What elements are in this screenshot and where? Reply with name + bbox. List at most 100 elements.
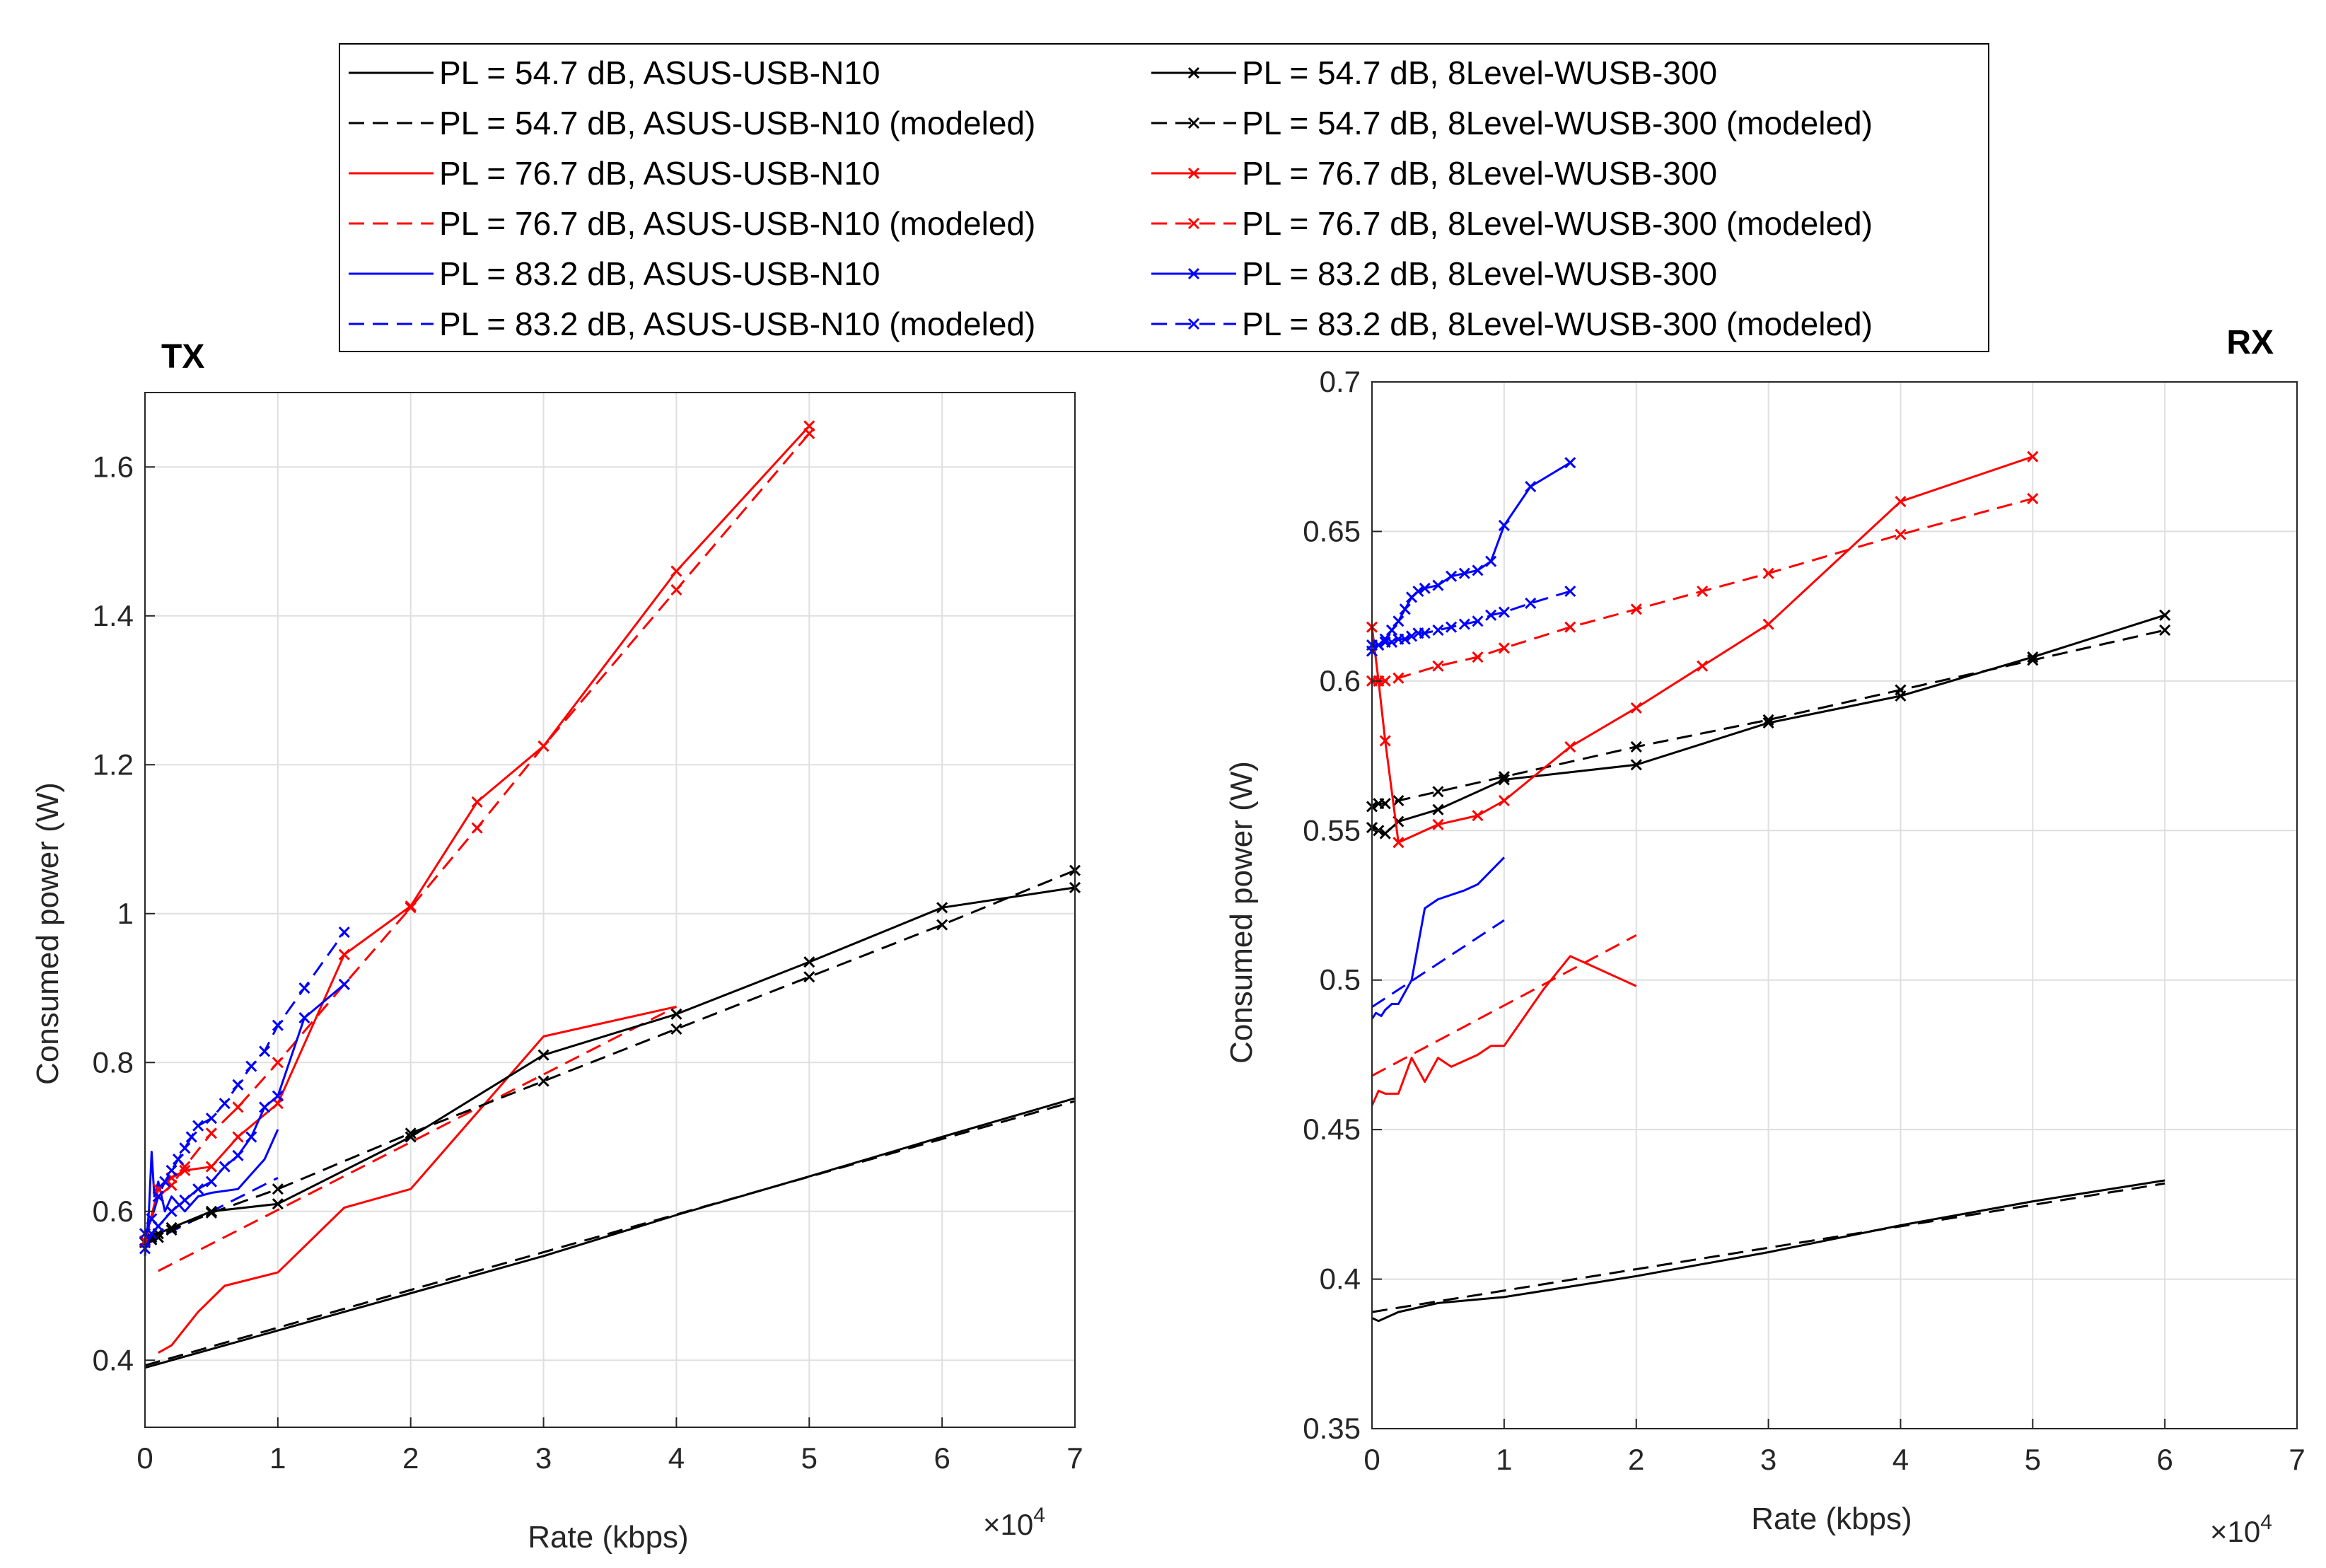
tx-point-e76m (405, 902, 417, 914)
legend-label-a83: PL = 83.2 dB, ASUS-USB-N10 (439, 255, 880, 292)
legend-entry-e76: PL = 76.7 dB, 8Level-WUSB-300 (1151, 155, 1717, 192)
tx-y-tick-label: 0.8 (93, 1045, 134, 1079)
rx-point-e83m (1446, 621, 1458, 633)
tx-point-e76m (165, 1179, 178, 1191)
rx-point-e76m (1564, 621, 1576, 633)
rx-point-e54m (1895, 684, 1907, 696)
tx-point-e83 (245, 1131, 257, 1143)
legend-items: PL = 54.7 dB, ASUS-USB-N10 PL = 54.7 dB, … (349, 54, 1873, 342)
rx-series-e83m (1366, 585, 1576, 651)
rx-point-e83 (1458, 567, 1470, 579)
tx-point-e83 (165, 1205, 178, 1217)
tx-series-e83 (139, 978, 350, 1255)
tx-point-e83 (192, 1183, 204, 1195)
rx-line-e54m (1371, 629, 2165, 808)
tx-point-e76m (537, 740, 549, 753)
tx-x-tick-label: 4 (668, 1441, 685, 1475)
rx-y-tick-label: 0.35 (1303, 1412, 1361, 1445)
rx-y-tick-label: 0.6 (1320, 664, 1361, 697)
tx-point-e83m (272, 1019, 284, 1031)
legend-marker-e83m (1187, 318, 1200, 330)
tx-point-e83m (205, 1113, 217, 1125)
tx-x-tick-label: 6 (934, 1441, 950, 1475)
tx-point-e54m (272, 1183, 284, 1195)
rx-point-e83 (1432, 579, 1444, 591)
rx-point-e83m (1399, 633, 1411, 645)
rx-series-a54 (1371, 1179, 2165, 1323)
rx-point-e76m (1498, 642, 1510, 654)
tx-point-e83 (338, 978, 350, 990)
tx-point-e83 (232, 1149, 244, 1161)
tx-point-e54m (165, 1224, 178, 1236)
rx-point-e83 (1564, 457, 1576, 469)
tx-chart: 0 1 2 3 4 5 6 7 0.4 0.6 0.8 1 1.2 1.4 1.6 TX Rate (kbp… (30, 338, 1083, 1555)
rx-x-tick-label: 4 (1892, 1443, 1909, 1476)
tx-point-e54m (152, 1231, 164, 1243)
tx-point-e54m (405, 1127, 417, 1139)
tx-point-e83m (159, 1175, 171, 1187)
tx-point-e54 (537, 1049, 549, 1061)
legend-marker-e54 (1187, 66, 1200, 79)
rx-x-exponent-base: ×10 (2210, 1515, 2260, 1548)
rx-point-e76 (1498, 794, 1510, 807)
tx-xlabel: Rate (kbps) (528, 1520, 688, 1555)
rx-point-e83m (1498, 606, 1510, 618)
legend-label-a76: PL = 76.7 dB, ASUS-USB-N10 (439, 155, 880, 192)
tx-point-e76 (338, 948, 350, 960)
tx-point-e54m (803, 971, 815, 983)
legend-label-e83m: PL = 83.2 dB, 8Level-WUSB-300 (modeled) (1242, 306, 1873, 342)
legend-label-a54: PL = 54.7 dB, ASUS-USB-N10 (439, 54, 880, 91)
rx-point-e76m (1432, 660, 1444, 672)
rx-series-a76m (1371, 934, 1637, 1077)
rx-point-e83m (1458, 618, 1470, 630)
rx-series (1366, 451, 2171, 1323)
rx-line-a54 (1371, 1179, 2165, 1323)
tx-y-tick-label: 1.6 (93, 450, 134, 483)
legend-label-a83m: PL = 83.2 dB, ASUS-USB-N10 (modeled) (439, 306, 1035, 342)
rx-point-e83m (1373, 639, 1385, 651)
legend-entry-a83: PL = 83.2 dB, ASUS-USB-N10 (349, 255, 880, 292)
tx-line-a76 (158, 1005, 677, 1354)
rx-point-e54m (1762, 714, 1774, 726)
tx-point-e76 (471, 796, 483, 808)
tx-point-e76 (179, 1164, 191, 1176)
tx-x-exponent: ×104 (983, 1504, 1045, 1541)
rx-y-tick-label: 0.65 (1303, 514, 1361, 547)
rx-point-e76 (1392, 837, 1405, 849)
tx-point-e76 (205, 1161, 217, 1173)
rx-line-a76 (1371, 955, 1637, 1106)
rx-point-e76m (1895, 528, 1907, 540)
rx-title: RX (2226, 324, 2274, 361)
rx-point-e54 (1630, 759, 1642, 771)
rx-series-e54 (1366, 609, 2171, 840)
rx-point-e83 (1392, 615, 1405, 627)
rx-point-e83 (1472, 564, 1484, 576)
tx-point-e54m (205, 1207, 217, 1219)
tx-y-tick-label: 0.6 (93, 1195, 134, 1228)
tx-series-a76m (158, 1005, 678, 1272)
rx-xlabel: Rate (kbps) (1751, 1502, 1912, 1536)
tx-series-a54 (144, 1097, 1076, 1369)
rx-ylabel: Consumed power (W) (1224, 761, 1259, 1064)
tx-point-e83m (146, 1213, 158, 1225)
tx-point-e83m (245, 1060, 257, 1072)
rx-axes-box (1371, 381, 2298, 1429)
rx-x-tick-label: 6 (2156, 1443, 2173, 1476)
rx-point-e76 (1564, 741, 1576, 753)
tx-point-e54 (803, 956, 815, 968)
legend-box (339, 43, 1989, 352)
rx-point-e83m (1432, 624, 1444, 637)
legend-label-e83: PL = 83.2 dB, 8Level-WUSB-300 (1242, 255, 1717, 292)
legend-entry-e83m: PL = 83.2 dB, 8Level-WUSB-300 (modeled) (1151, 306, 1873, 342)
tx-point-e76m (272, 1057, 284, 1069)
rx-point-e83m (1564, 585, 1576, 598)
rx-x-tick-label: 3 (1760, 1443, 1777, 1476)
rx-series-a83m (1371, 919, 1505, 1009)
tx-point-e83m (298, 982, 310, 994)
legend-label-e76: PL = 76.7 dB, 8Level-WUSB-300 (1242, 155, 1717, 192)
tx-point-e83m (338, 927, 350, 939)
legend-label-a76m: PL = 76.7 dB, ASUS-USB-N10 (modeled) (439, 205, 1035, 242)
tx-line-a54 (144, 1097, 1076, 1369)
tx-series-a54m (144, 1100, 1076, 1367)
tx-point-e54m (537, 1075, 549, 1087)
